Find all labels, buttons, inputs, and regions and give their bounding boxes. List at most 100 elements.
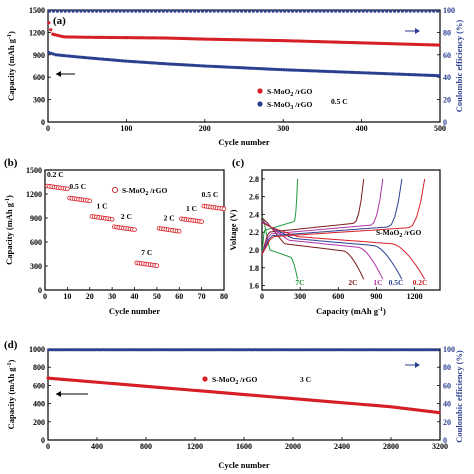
- panel-b-segment-label: 0.5 C: [69, 182, 86, 191]
- panel-b-point: [154, 263, 160, 268]
- panel-a-moo3-point: [117, 58, 121, 63]
- panel-d-ce-point: [157, 348, 161, 352]
- panel-c-curve-label: 1C: [373, 278, 382, 287]
- panel-a-moo3-point: [185, 63, 190, 67]
- panel-a-ce-point: [408, 9, 412, 13]
- panel-a-moo3-point: [68, 54, 72, 58]
- panel-b-x-tick-label: 20: [86, 292, 94, 301]
- panel-c-y-tick-label: 1.6: [249, 282, 259, 291]
- panel-c-y-tick-label: 2.8: [249, 175, 259, 184]
- panel-a-ce-point: [291, 9, 295, 13]
- panel-a-moo3-point: [75, 55, 79, 59]
- panel-a-ce-point: [181, 9, 185, 13]
- panel-a-label: (a): [53, 15, 66, 27]
- panel-a-ce-point: [428, 9, 432, 13]
- panel-a-moo3-point: [218, 65, 223, 69]
- panel-a-ce-point: [149, 9, 154, 13]
- panel-d-ce-point: [132, 348, 136, 352]
- panel-a-rate: 0.5 C: [331, 97, 348, 106]
- panel-a-moo3-point: [298, 68, 303, 72]
- panel-a-ce-point: [232, 9, 236, 13]
- panel-a-ce-point: [275, 9, 279, 13]
- panel-a-moo3-point: [336, 70, 340, 74]
- panel-d-ce-point: [189, 348, 193, 352]
- panel-d-ce-point: [382, 348, 386, 352]
- panel-a-y-tick-label: 900: [33, 51, 45, 60]
- panel-a-moo3-point: [362, 71, 366, 75]
- panel-d-ce-point: [358, 348, 362, 352]
- panel-d-ce-point: [233, 348, 237, 352]
- panel-a-moo3-point: [204, 64, 208, 68]
- panel-d-y-tick-label: 800: [33, 363, 45, 372]
- panel-a-y-tick-label: 1200: [29, 28, 45, 37]
- panel-d-ce-point: [287, 348, 291, 352]
- panel-a-ce-point: [424, 9, 428, 13]
- panel-d-ce-point: [395, 348, 399, 352]
- panel-a-x-tick-label: 200: [199, 124, 211, 133]
- panel-d-ce-point: [333, 348, 337, 352]
- panel-a-ce-point: [110, 9, 114, 13]
- panel-b-x-tick-label: 70: [198, 292, 206, 301]
- panel-a-moo3-point: [96, 57, 100, 61]
- panel-c-x-tick-label: 600: [332, 292, 344, 301]
- panel-d-ce-point: [392, 348, 396, 352]
- panel-b-y-tick-label: 1200: [26, 190, 42, 199]
- panel-b-segment-label: 1 C: [186, 204, 197, 213]
- panel-d-ce-point: [108, 348, 112, 352]
- panel-a-moo3-point: [385, 72, 390, 76]
- panel-a-moo3-point: [348, 70, 352, 74]
- panel-a-ce-point: [161, 9, 165, 13]
- panel-a-moo3-point: [103, 57, 107, 61]
- panel-d-ce-point: [265, 348, 269, 352]
- panel-d-ce-point: [196, 348, 200, 352]
- panel-a-moo3-point: [317, 69, 321, 73]
- panel-a-moo3-point: [357, 71, 361, 75]
- panel-a-moo3-point: [308, 69, 312, 73]
- panel-a-y2-tick-label: 40: [443, 73, 451, 82]
- panel-d-ce-point: [260, 348, 264, 352]
- panel-d-ce-point: [145, 348, 149, 352]
- panel-d-ce-point: [436, 348, 440, 352]
- panel-a-ce-point: [224, 9, 228, 13]
- panel-a-ce-point: [98, 9, 103, 13]
- panel-a-ce-point: [91, 9, 95, 13]
- panel-a-y2-tick-label: 0: [443, 118, 447, 127]
- panel-d-ce-point: [225, 348, 229, 352]
- panel-a-ce-point: [87, 9, 91, 13]
- panel-a-moo3-point: [376, 71, 380, 75]
- panel-d-y-tick-label: 1000: [29, 345, 45, 354]
- panel-d-ce-point: [255, 348, 259, 352]
- panel-a-moo3-point: [360, 71, 364, 75]
- panel-a-ce-point: [412, 9, 416, 13]
- panel-d-ce-point: [385, 348, 389, 352]
- panel-a-moo3-point: [84, 56, 89, 60]
- panel-d-ce-point: [162, 348, 166, 352]
- panel-d-ce-point: [377, 348, 381, 352]
- panel-d-y-tick-label: 200: [33, 418, 45, 427]
- panel-d-ce-point: [164, 348, 168, 352]
- panel-a-moo3-point: [181, 63, 185, 67]
- panel-d-ce-point: [387, 348, 391, 352]
- panel-a-legend-2: S-MoO3 /rGO: [267, 100, 312, 111]
- panel-a-ce-point: [177, 9, 181, 13]
- panel-d-ce-point: [88, 348, 92, 352]
- panel-a-moo3-point: [272, 67, 277, 71]
- panel-a-moo3-point: [242, 66, 246, 70]
- panel-a-moo3-point: [91, 56, 96, 60]
- panel-a-y-tick-label: 1500: [29, 6, 45, 15]
- panel-b-x-tick-label: 50: [153, 292, 161, 301]
- panel-d-ce-point: [252, 348, 256, 352]
- panel-d-y2-tick-label: 100: [443, 345, 455, 354]
- panel-a-moo3-point: [383, 72, 387, 76]
- panel-a-ce-point: [138, 9, 142, 13]
- panel-a-ce-point: [373, 9, 377, 13]
- panel-a-ce-point: [95, 9, 99, 13]
- panel-d-ce-point: [216, 348, 220, 352]
- panel-d-ce-point: [83, 348, 87, 352]
- panel-a-moo3-point: [341, 70, 345, 74]
- panel-a-moo3-point: [167, 62, 171, 66]
- panel-d-ce-point: [336, 348, 340, 352]
- panel-a-y-tick-label: 0: [41, 118, 45, 127]
- panel-a-ce-point: [302, 9, 306, 13]
- panel-d-ce-point: [341, 348, 345, 352]
